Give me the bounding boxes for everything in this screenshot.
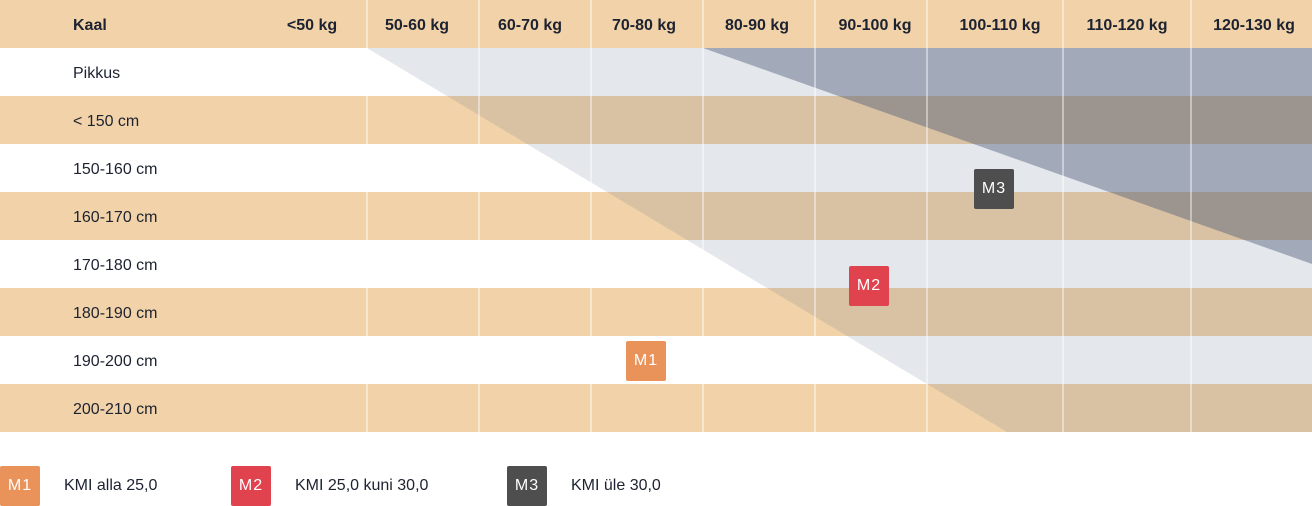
legend-label-m2: KMI 25,0 kuni 30,0 [295, 477, 429, 494]
column-dividers [366, 0, 1192, 432]
bmi-bands [367, 48, 1312, 432]
marker-m2: M2 [849, 266, 889, 306]
row-stripe-6 [0, 288, 1312, 336]
weight-header-60-70-kg: 60-70 kg [498, 17, 562, 34]
row-stripe-8 [0, 384, 1312, 432]
marker-m1: M1 [626, 341, 666, 381]
legend-item-m2: M2 KMI 25,0 kuni 30,0 [231, 466, 428, 506]
legend-badge-m1: M1 [0, 466, 40, 506]
height-row-label-170-180-cm: 170-180 cm [73, 257, 158, 274]
row-stripe-4 [0, 192, 1312, 240]
legend-badge-m2: M2 [231, 466, 271, 506]
legend-label-m1: KMI alla 25,0 [64, 477, 158, 494]
band-obese [703, 48, 1312, 264]
height-row-label-180-190-cm: 180-190 cm [73, 305, 158, 322]
height-row-label-200-210-cm: 200-210 cm [73, 401, 158, 418]
row-stripes [0, 0, 1312, 432]
legend-badge-m3: M3 [507, 466, 547, 506]
weight-header-70-80-kg: 70-80 kg [612, 17, 676, 34]
band-overweight [367, 48, 1312, 432]
weight-header-80-90-kg: 80-90 kg [725, 17, 789, 34]
height-row-label-190-200-cm: 190-200 cm [73, 353, 158, 370]
height-row-label-160-170-cm: 160-170 cm [73, 209, 158, 226]
height-row-label-150-160-cm: 150-160 cm [73, 161, 158, 178]
weight-header-120-130-kg: 120-130 kg [1213, 17, 1295, 34]
row-stripe-2 [0, 96, 1312, 144]
weight-header-50-kg: <50 kg [287, 17, 337, 34]
legend-item-m3: M3 KMI üle 30,0 [507, 466, 661, 506]
height-row-label-150-cm: < 150 cm [73, 113, 139, 130]
marker-m3: M3 [974, 169, 1014, 209]
weight-header-100-110-kg: 100-110 kg [960, 17, 1041, 34]
table-labels: Kaal <50 kg 50-60 kg 60-70 kg 70-80 kg 80-90 … [73, 17, 1295, 418]
legend-item-m1: M1 KMI alla 25,0 [0, 466, 157, 506]
legend: M1 KMI alla 25,0 M2 KMI 25,0 kuni 30,0 M… [0, 466, 1312, 506]
height-header-pikkus: Pikkus [73, 65, 120, 82]
weight-header-110-120-kg: 110-120 kg [1087, 17, 1168, 34]
weight-header-50-60-kg: 50-60 kg [385, 17, 449, 34]
legend-label-m3: KMI üle 30,0 [571, 477, 661, 494]
weight-header-90-100-kg: 90-100 kg [839, 17, 912, 34]
bmi-table-chart: Kaal <50 kg 50-60 kg 60-70 kg 70-80 kg 80-90 … [0, 0, 1312, 432]
row-stripe-0 [0, 0, 1312, 48]
corner-label-kaal: Kaal [73, 17, 107, 34]
